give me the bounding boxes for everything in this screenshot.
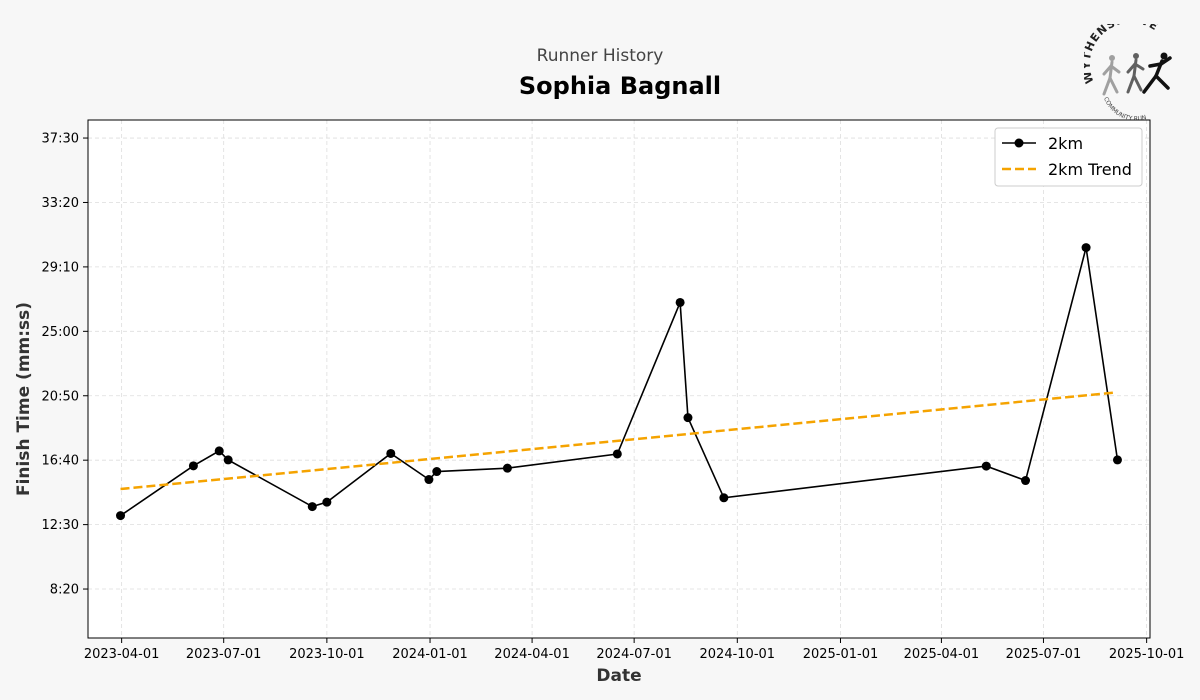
data-point [116, 511, 126, 521]
plot-frame [87, 119, 1151, 639]
data-point [981, 461, 991, 471]
x-tick-label: 2023-10-01 [289, 647, 365, 662]
axes: 2023-04-01 2023-07-01 2023-10-01 2024-01-01… [42, 119, 1185, 662]
chart-subtitle: Runner History [536, 46, 664, 66]
data-point [322, 497, 332, 507]
x-tick-label: 2023-04-01 [84, 647, 160, 662]
y-tick-label: 8:20 [50, 583, 79, 598]
x-tick-label: 2023-07-01 [186, 647, 262, 662]
data-point [188, 461, 198, 471]
data-point [214, 446, 224, 456]
data-point [386, 448, 396, 458]
series-layer [116, 243, 1122, 521]
data-point [683, 413, 693, 423]
y-tick-label: 33:20 [42, 196, 79, 211]
x-tick-label: 2024-04-01 [494, 647, 570, 662]
data-point [502, 463, 512, 473]
x-tick-label: 2025-07-01 [1006, 647, 1082, 662]
plot-area [88, 120, 1150, 638]
y-tick-label: 16:40 [42, 454, 79, 469]
x-tick-label: 2025-10-01 [1109, 647, 1185, 662]
data-point [307, 502, 317, 512]
chart-title: Sophia Bagnall [518, 72, 722, 100]
legend-label: 2km Trend [1048, 160, 1132, 179]
data-point [612, 449, 622, 459]
x-tick-label: 2024-01-01 [392, 647, 468, 662]
runner-silhouettes-icon [1102, 52, 1172, 96]
y-tick-label: 12:30 [42, 518, 79, 533]
x-tick-label: 2024-10-01 [700, 647, 776, 662]
y-tick-label: 37:30 [42, 132, 79, 147]
x-axis-label: Date [596, 666, 641, 686]
trend-line [120, 391, 1115, 491]
data-point [424, 475, 434, 485]
legend: 2km 2km Trend [994, 127, 1143, 187]
x-tick-label: 2025-01-01 [803, 647, 879, 662]
data-point [1112, 455, 1122, 465]
y-tick-label: 20:50 [42, 389, 79, 404]
data-point [1021, 476, 1031, 486]
y-tick-label: 29:10 [42, 260, 79, 275]
x-tick-label: 2025-04-01 [904, 647, 980, 662]
y-tick-label: 25:00 [42, 325, 79, 340]
x-tick-label: 2024-07-01 [596, 647, 672, 662]
data-point [432, 467, 442, 477]
legend-label: 2km [1048, 134, 1083, 153]
data-point [675, 297, 685, 307]
y-axis-label: Finish Time (mm:ss) [14, 302, 34, 496]
wythenshawe-logo: WYTHENSHAWE COMMUNITY RUN [1080, 13, 1180, 123]
data-point [719, 493, 729, 503]
grid-lines [88, 120, 1150, 638]
data-point [223, 455, 233, 465]
data-point [1081, 243, 1091, 253]
legend-marker [1014, 138, 1024, 148]
